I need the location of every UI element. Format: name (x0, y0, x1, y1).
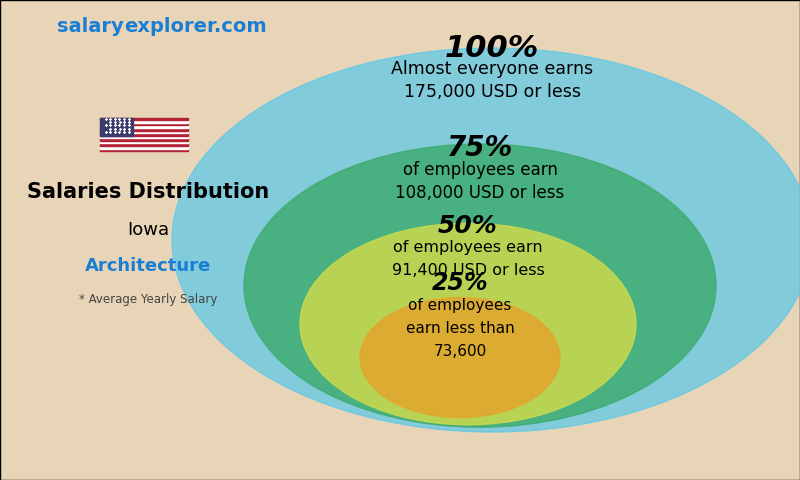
Bar (100, 123, 188, 125)
Text: 100%: 100% (445, 34, 539, 62)
Text: 75%: 75% (447, 134, 513, 162)
Text: Salaries Distribution: Salaries Distribution (27, 182, 269, 202)
Text: 25%: 25% (432, 271, 488, 295)
Bar (100, 125, 188, 128)
Text: of employees: of employees (408, 298, 512, 312)
Bar (100, 133, 188, 136)
Text: Almost everyone earns: Almost everyone earns (391, 60, 593, 78)
Bar (100, 144, 188, 146)
Text: * Average Yearly Salary: * Average Yearly Salary (79, 293, 217, 307)
Bar (100, 118, 188, 120)
Circle shape (172, 48, 800, 432)
Bar (100, 149, 188, 151)
Text: 108,000 USD or less: 108,000 USD or less (395, 184, 565, 202)
Text: of employees earn: of employees earn (402, 161, 558, 179)
Bar (100, 141, 188, 144)
Text: 175,000 USD or less: 175,000 USD or less (403, 83, 581, 101)
Bar (100, 128, 188, 131)
Bar (100, 136, 188, 138)
Circle shape (300, 223, 636, 425)
Bar (100, 131, 188, 133)
Text: 50%: 50% (438, 214, 498, 238)
Text: salary: salary (58, 17, 124, 36)
Text: 91,400 USD or less: 91,400 USD or less (392, 263, 544, 278)
Bar (100, 138, 188, 141)
Bar (100, 118, 134, 136)
Text: earn less than: earn less than (406, 321, 514, 336)
Text: Iowa: Iowa (127, 221, 169, 240)
Text: 73,600: 73,600 (434, 344, 486, 359)
Circle shape (244, 144, 716, 427)
Bar (100, 146, 188, 149)
Circle shape (360, 298, 560, 418)
Text: Architecture: Architecture (85, 257, 211, 276)
Text: of employees earn: of employees earn (393, 240, 543, 255)
Text: explorer.com: explorer.com (124, 17, 266, 36)
Bar (100, 120, 188, 123)
